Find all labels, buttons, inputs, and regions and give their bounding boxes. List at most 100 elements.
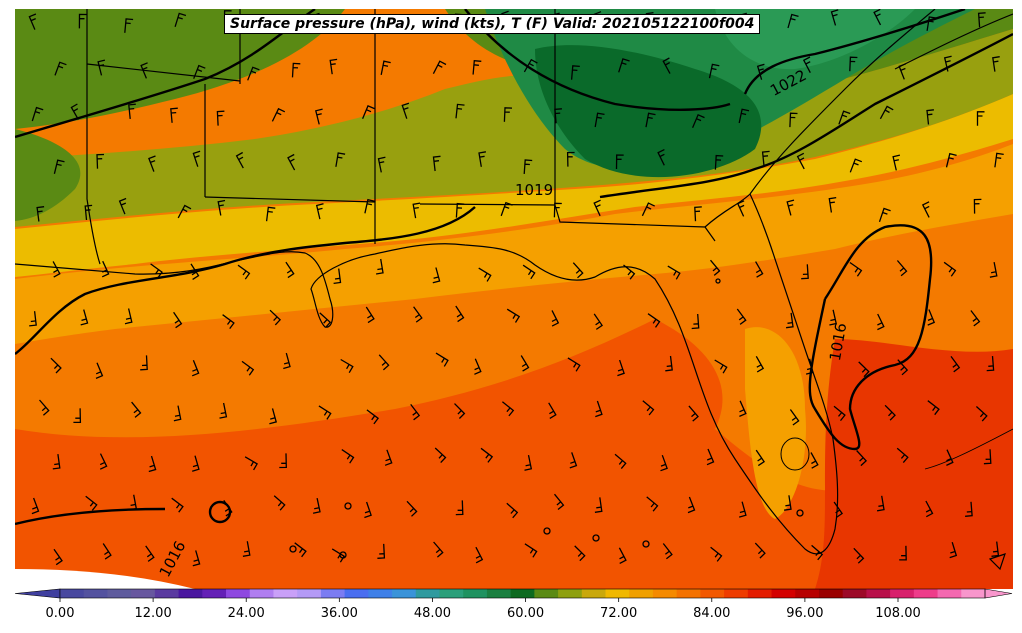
wind-barb	[524, 454, 533, 471]
wind-barb	[641, 202, 655, 217]
wind-barb	[148, 155, 156, 172]
wind-barb	[991, 541, 1000, 557]
wind-barb	[899, 545, 907, 561]
wind-barb	[858, 361, 870, 378]
wind-barb	[829, 309, 837, 326]
wind-barb	[378, 354, 390, 371]
colorbar-tick-label: 48.00	[414, 606, 451, 621]
wind-barb	[191, 359, 200, 377]
wind-barb	[739, 501, 747, 518]
wind-barb	[593, 199, 601, 217]
wind-barb	[736, 308, 747, 325]
wind-barb	[805, 358, 814, 375]
wind-barb	[101, 260, 110, 278]
colorbar-segment	[652, 589, 678, 598]
wind-barb	[455, 103, 465, 119]
wind-barb	[896, 447, 909, 464]
wind-barb	[478, 267, 492, 282]
wind-barb	[574, 545, 586, 562]
wind-barb	[192, 150, 201, 167]
map-panel: 1022 1019 1016 1016	[15, 9, 1013, 589]
wind-barb	[892, 154, 901, 171]
wind-barb	[285, 261, 295, 279]
wind-barb	[237, 264, 251, 280]
wind-barb	[36, 206, 45, 222]
wind-barb	[96, 153, 105, 169]
colorbar-tick-label: 72.00	[600, 606, 637, 621]
wind-barb	[714, 359, 728, 374]
wind-barb	[124, 308, 133, 325]
colorbar-segment	[60, 589, 85, 598]
wind-barb	[572, 262, 584, 279]
wind-barb	[333, 268, 342, 285]
wind-barb	[131, 401, 142, 418]
wind-barb	[710, 259, 721, 276]
colorbar-segment	[937, 589, 962, 598]
wind-barb	[455, 305, 465, 323]
wind-barb	[646, 496, 659, 512]
wind-barb	[566, 151, 575, 167]
wind-barb	[945, 152, 957, 168]
wind-barb	[271, 107, 286, 122]
wind-barb	[315, 108, 323, 125]
wind-barb	[898, 63, 907, 80]
wind-barb	[553, 202, 562, 218]
colorbar-segment	[131, 589, 156, 598]
wind-barb	[28, 13, 37, 30]
wind-barb	[876, 495, 885, 512]
florida-interior-mild	[745, 327, 806, 519]
wind-barb	[335, 152, 346, 167]
wind-barb	[501, 401, 515, 417]
colorbar-segment	[771, 589, 796, 598]
wind-barb	[318, 405, 332, 420]
colorbar-segments	[14, 588, 1013, 599]
colorbar-segment	[795, 589, 820, 598]
wind-barb	[796, 152, 805, 170]
wind-barb	[217, 199, 226, 216]
wind-barb	[366, 409, 380, 425]
wind-barb	[406, 500, 418, 517]
wind-barb	[171, 497, 184, 513]
wind-barb	[500, 201, 513, 217]
colorbar-segment	[439, 589, 464, 598]
colorbar-segment	[724, 589, 749, 598]
temperature-field-cool-olive	[15, 29, 1013, 227]
wind-barb	[78, 13, 87, 29]
colorbar-segment	[676, 589, 701, 598]
wind-barb	[925, 500, 934, 518]
colorbar-tick-label: 108.00	[875, 606, 921, 621]
wind-barb	[755, 355, 765, 373]
wind-barb	[362, 105, 375, 120]
wind-barb	[618, 547, 627, 564]
wind-barb	[503, 107, 513, 122]
wind-barb	[662, 543, 673, 560]
wind-barb	[554, 108, 562, 124]
wind-barb	[594, 497, 603, 513]
colorbar-segment	[581, 589, 607, 598]
colorbar-segment	[818, 589, 844, 598]
wind-barb	[802, 56, 811, 74]
colorbar-segment	[320, 589, 346, 598]
wind-barb	[174, 12, 187, 27]
wind-barb	[992, 56, 1000, 72]
wind-barb	[617, 359, 625, 377]
wind-barb	[975, 406, 988, 422]
wind-barb	[432, 267, 441, 284]
colorbar-segment	[273, 589, 298, 598]
wind-barb	[433, 541, 444, 558]
colorbar-segment	[866, 589, 891, 598]
wind-barb	[970, 310, 981, 327]
wind-barb	[949, 542, 958, 559]
colorbar-segment	[226, 589, 251, 598]
wind-barb	[662, 57, 671, 74]
wind-barb	[736, 200, 745, 217]
wind-barb	[665, 355, 673, 372]
wind-barb	[375, 258, 384, 275]
wind-barb	[595, 400, 603, 418]
wind-barb	[384, 449, 393, 466]
wind-barb	[235, 151, 244, 169]
wind-barb	[739, 400, 747, 417]
wind-barb	[401, 102, 410, 119]
wind-barb	[853, 547, 865, 564]
wind-barb	[219, 402, 228, 419]
